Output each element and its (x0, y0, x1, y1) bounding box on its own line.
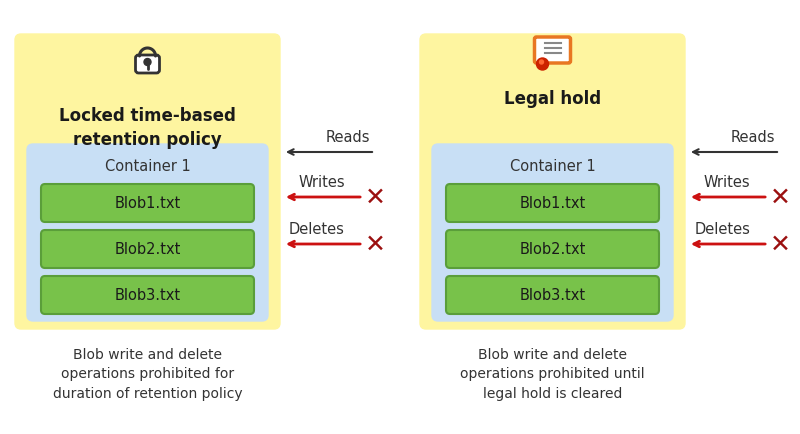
Text: Container 1: Container 1 (105, 159, 190, 174)
FancyBboxPatch shape (446, 230, 659, 268)
FancyBboxPatch shape (41, 184, 254, 223)
Text: Container 1: Container 1 (510, 159, 595, 174)
Circle shape (537, 59, 549, 71)
FancyBboxPatch shape (432, 145, 673, 321)
Text: Reads: Reads (730, 130, 775, 145)
FancyBboxPatch shape (27, 145, 268, 321)
FancyBboxPatch shape (41, 230, 254, 268)
Text: Blob write and delete
operations prohibited until
legal hold is cleared: Blob write and delete operations prohibi… (460, 347, 645, 400)
Text: Writes: Writes (703, 174, 750, 190)
Text: Blob3.txt: Blob3.txt (519, 288, 586, 303)
FancyBboxPatch shape (534, 38, 570, 64)
Text: Blob2.txt: Blob2.txt (114, 242, 181, 257)
Text: Blob2.txt: Blob2.txt (519, 242, 586, 257)
Text: ✕: ✕ (365, 186, 386, 210)
Circle shape (144, 59, 151, 66)
Text: Legal hold: Legal hold (504, 90, 601, 108)
Text: ✕: ✕ (770, 186, 790, 210)
Text: Deletes: Deletes (694, 221, 750, 237)
Text: Writes: Writes (298, 174, 345, 190)
Text: Blob3.txt: Blob3.txt (114, 288, 181, 303)
Text: Blob1.txt: Blob1.txt (114, 196, 181, 211)
Text: Blob1.txt: Blob1.txt (519, 196, 586, 211)
FancyBboxPatch shape (15, 35, 280, 329)
Text: Reads: Reads (326, 130, 370, 145)
FancyBboxPatch shape (41, 276, 254, 314)
Text: ✕: ✕ (770, 233, 790, 256)
FancyBboxPatch shape (135, 56, 159, 74)
Text: ✕: ✕ (365, 233, 386, 256)
Text: Deletes: Deletes (289, 221, 345, 237)
Text: Locked time-based
retention policy: Locked time-based retention policy (59, 107, 236, 148)
FancyBboxPatch shape (446, 184, 659, 223)
FancyBboxPatch shape (446, 276, 659, 314)
FancyBboxPatch shape (420, 35, 685, 329)
Text: Blob write and delete
operations prohibited for
duration of retention policy: Blob write and delete operations prohibi… (53, 347, 242, 400)
Circle shape (539, 61, 543, 65)
